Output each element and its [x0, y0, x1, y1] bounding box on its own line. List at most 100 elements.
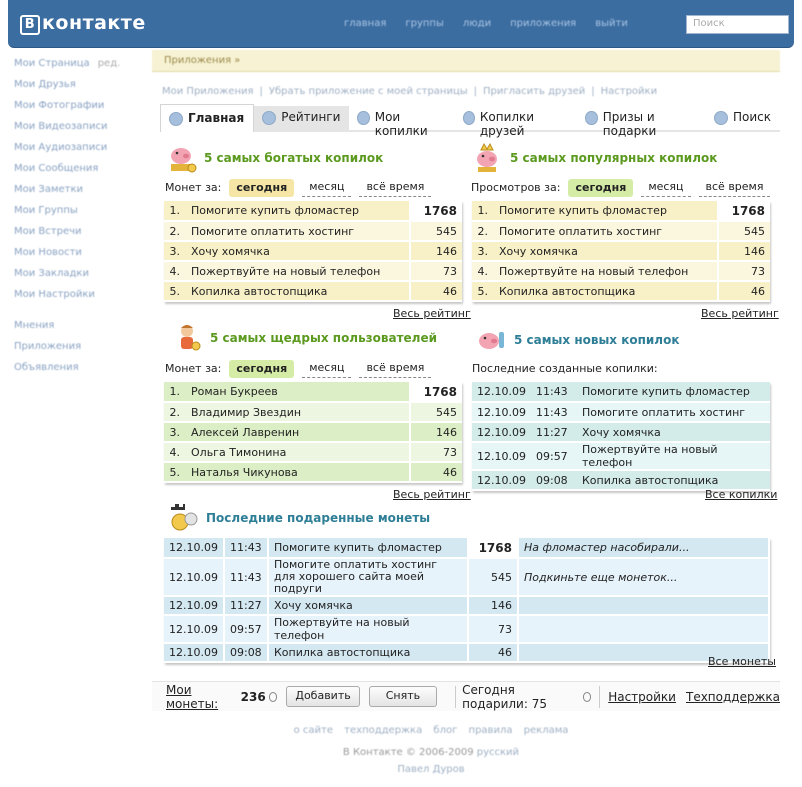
table-row[interactable]: 12.10.09 09:57 Пожертвуйте на новый телефо…	[472, 442, 770, 471]
table-row[interactable]: 1. Роман Букреев 1768	[164, 382, 462, 403]
pig-crown-icon	[477, 142, 497, 172]
sidebar-item-settings[interactable]: Мои Настройки	[14, 289, 95, 300]
footer-link-ads[interactable]: реклама	[523, 725, 569, 736]
nav-home[interactable]: главная	[344, 18, 387, 29]
table-row[interactable]: 1. Помогите купить фломастер 1768	[472, 201, 770, 222]
generous-all-link[interactable]: Весь рейтинг	[393, 488, 471, 501]
support-link[interactable]: Техподдержка	[685, 689, 780, 704]
table-row[interactable]: 2. Помогите оплатить хостинг 545	[472, 221, 770, 242]
footer-link-about[interactable]: о сайте	[293, 725, 333, 736]
gifts-all-link[interactable]: Все монеты	[708, 655, 776, 668]
settings-link[interactable]: Настройки	[608, 689, 676, 704]
tab-icon	[357, 111, 370, 125]
filter-month[interactable]: месяц	[302, 178, 352, 197]
tab-search[interactable]: Поиск	[706, 106, 780, 132]
sidebar-item-ads[interactable]: Объявления	[14, 362, 79, 373]
table-row[interactable]: 4. Ольга Тимонина 73	[164, 442, 462, 463]
my-coins-value: 236	[240, 689, 266, 704]
tab-bar: Главная Рейтинги Мои копилки Копилки дру…	[160, 104, 780, 138]
filter-today[interactable]: сегодня	[568, 178, 634, 197]
sidebar-item-notes[interactable]: Мои Заметки	[14, 184, 84, 195]
table-row[interactable]: 4. Пожертвуйте на новый телефон 73	[164, 261, 462, 282]
sidebar-item-friends[interactable]: Мои Друзья	[14, 79, 76, 90]
table-row[interactable]: 3. Алексей Лавренин 146	[164, 422, 462, 443]
table-row[interactable]: 12.10.09 11:43 Помогите оплатить хостинг	[472, 402, 770, 423]
bottom-bar: Мои монеты: 236 Добавить Снять Сегодня п…	[152, 681, 780, 711]
table-row[interactable]: 12.10.09 11:27 Хочу хомячка 146	[164, 596, 771, 616]
coin-icon	[268, 691, 278, 702]
table-row[interactable]: 12.10.09 11:43 Помогите оплатить хостинг дл…	[164, 558, 771, 597]
nav-apps[interactable]: приложения	[510, 18, 577, 29]
table-row[interactable]: 2. Помогите оплатить хостинг 545	[164, 221, 462, 242]
withdraw-button[interactable]: Снять	[368, 686, 438, 707]
sidebar-item-photos[interactable]: Мои Фотографии	[14, 100, 105, 111]
tab-ratings[interactable]: Рейтинги	[254, 106, 350, 132]
table-row[interactable]: 1. Помогите купить фломастер 1768	[164, 201, 462, 222]
tab-icon	[262, 111, 277, 125]
richest-table: 1. Помогите купить фломастер 1768 2. Помоги…	[164, 201, 462, 302]
app-breadcrumb[interactable]: Приложения »	[152, 50, 780, 72]
table-row[interactable]: 3. Хочу хомячка 146	[472, 241, 770, 262]
filter-month[interactable]: месяц	[641, 178, 691, 197]
footer-link-rules[interactable]: правила	[468, 725, 513, 736]
table-row[interactable]: 5. Наталья Чикунова 46	[164, 462, 462, 483]
link-my-apps[interactable]: Мои Приложения	[162, 86, 254, 97]
author-link[interactable]: Павел Дуров	[397, 764, 465, 775]
sidebar-item-news[interactable]: Мои Новости	[14, 247, 82, 258]
table-row[interactable]: 12.10.09 11:43 Помогите купить фломастер	[472, 382, 770, 403]
table-row[interactable]: 2. Владимир Звездин 545	[164, 402, 462, 423]
table-row[interactable]: 12.10.09 11:43 Помогите купить фломастер 17…	[164, 538, 771, 559]
sidebar-item-audio[interactable]: Мои Аудиозаписи	[14, 142, 108, 153]
sidebar-item-messages[interactable]: Мои Сообщения	[14, 163, 99, 174]
sidebar-item-groups[interactable]: Мои Группы	[14, 205, 78, 216]
table-row[interactable]: 4. Пожертвуйте на новый телефон 73	[472, 261, 770, 282]
nav-logout[interactable]: выйти	[595, 18, 628, 29]
tab-main[interactable]: Главная	[160, 104, 255, 132]
link-invite-friends[interactable]: Пригласить друзей	[483, 86, 586, 97]
tab-prizes[interactable]: Призы и подарки	[577, 106, 706, 138]
my-coins-link[interactable]: Мои монеты:	[166, 682, 219, 711]
table-row[interactable]: 12.10.09 09:08 Копилка автостопщика	[472, 470, 770, 491]
generous-filter: Монет за: сегодня месяц всё время	[165, 359, 432, 378]
popular-title: 5 самых популярных копилок	[472, 142, 717, 174]
nav-people[interactable]: люди	[462, 18, 492, 29]
filter-all-time[interactable]: всё время	[359, 359, 432, 378]
tab-icon	[462, 111, 475, 125]
table-row[interactable]: 3. Хочу хомячка 146	[164, 241, 462, 262]
copyright: В Контакте © 2006-2009	[342, 747, 474, 758]
popular-filter: Просмотров за: сегодня месяц всё время	[471, 178, 771, 197]
table-row[interactable]: 12.10.09 09:57 Пожертвуйте на новый телефо…	[164, 615, 771, 644]
popular-all-link[interactable]: Весь рейтинг	[701, 307, 779, 320]
filter-month[interactable]: месяц	[302, 359, 352, 378]
richest-filter: Монет за: сегодня месяц всё время	[165, 178, 432, 197]
table-row[interactable]: 12.10.09 11:27 Хочу хомячка	[472, 422, 770, 443]
richest-all-link[interactable]: Весь рейтинг	[393, 307, 471, 320]
footer-link-support[interactable]: техподдержка	[344, 725, 423, 736]
sidebar-item-opinions[interactable]: Мнения	[14, 320, 55, 331]
filter-all-time[interactable]: всё время	[359, 178, 432, 197]
table-row[interactable]: 5. Копилка автостопщика 46	[164, 281, 462, 302]
tab-friends-piggybanks[interactable]: Копилки друзей	[455, 106, 578, 138]
search-input[interactable]: Поиск	[686, 15, 789, 34]
filter-today[interactable]: сегодня	[229, 178, 295, 197]
sidebar-item-bookmarks[interactable]: Мои Закладки	[14, 268, 89, 279]
table-row[interactable]: 12.10.09 09:08 Копилка автостопщика 46	[164, 643, 771, 663]
sidebar-item-apps[interactable]: Приложения	[14, 341, 82, 352]
sidebar: Мои Страница ред. Мои Друзья Мои Фотограф…	[14, 58, 134, 383]
sidebar-item-videos[interactable]: Мои Видеозаписи	[14, 121, 108, 132]
filter-today[interactable]: сегодня	[229, 359, 295, 378]
tab-my-piggybanks[interactable]: Мои копилки	[349, 106, 454, 138]
filter-all-time[interactable]: всё время	[698, 178, 771, 197]
footer-link-blog[interactable]: блог	[433, 725, 458, 736]
nav-groups[interactable]: группы	[405, 18, 444, 29]
sidebar-item-events[interactable]: Мои Встречи	[14, 226, 82, 237]
table-row[interactable]: 5. Копилка автостопщика 46	[472, 281, 770, 302]
link-remove-app[interactable]: Убрать приложение с моей страницы	[268, 86, 468, 97]
newest-all-link[interactable]: Все копилки	[705, 488, 778, 501]
link-settings[interactable]: Настройки	[600, 86, 658, 97]
add-button[interactable]: Добавить	[286, 686, 360, 707]
sidebar-item-page[interactable]: Мои Страница ред.	[14, 58, 121, 69]
language-link[interactable]: русский	[476, 747, 520, 758]
